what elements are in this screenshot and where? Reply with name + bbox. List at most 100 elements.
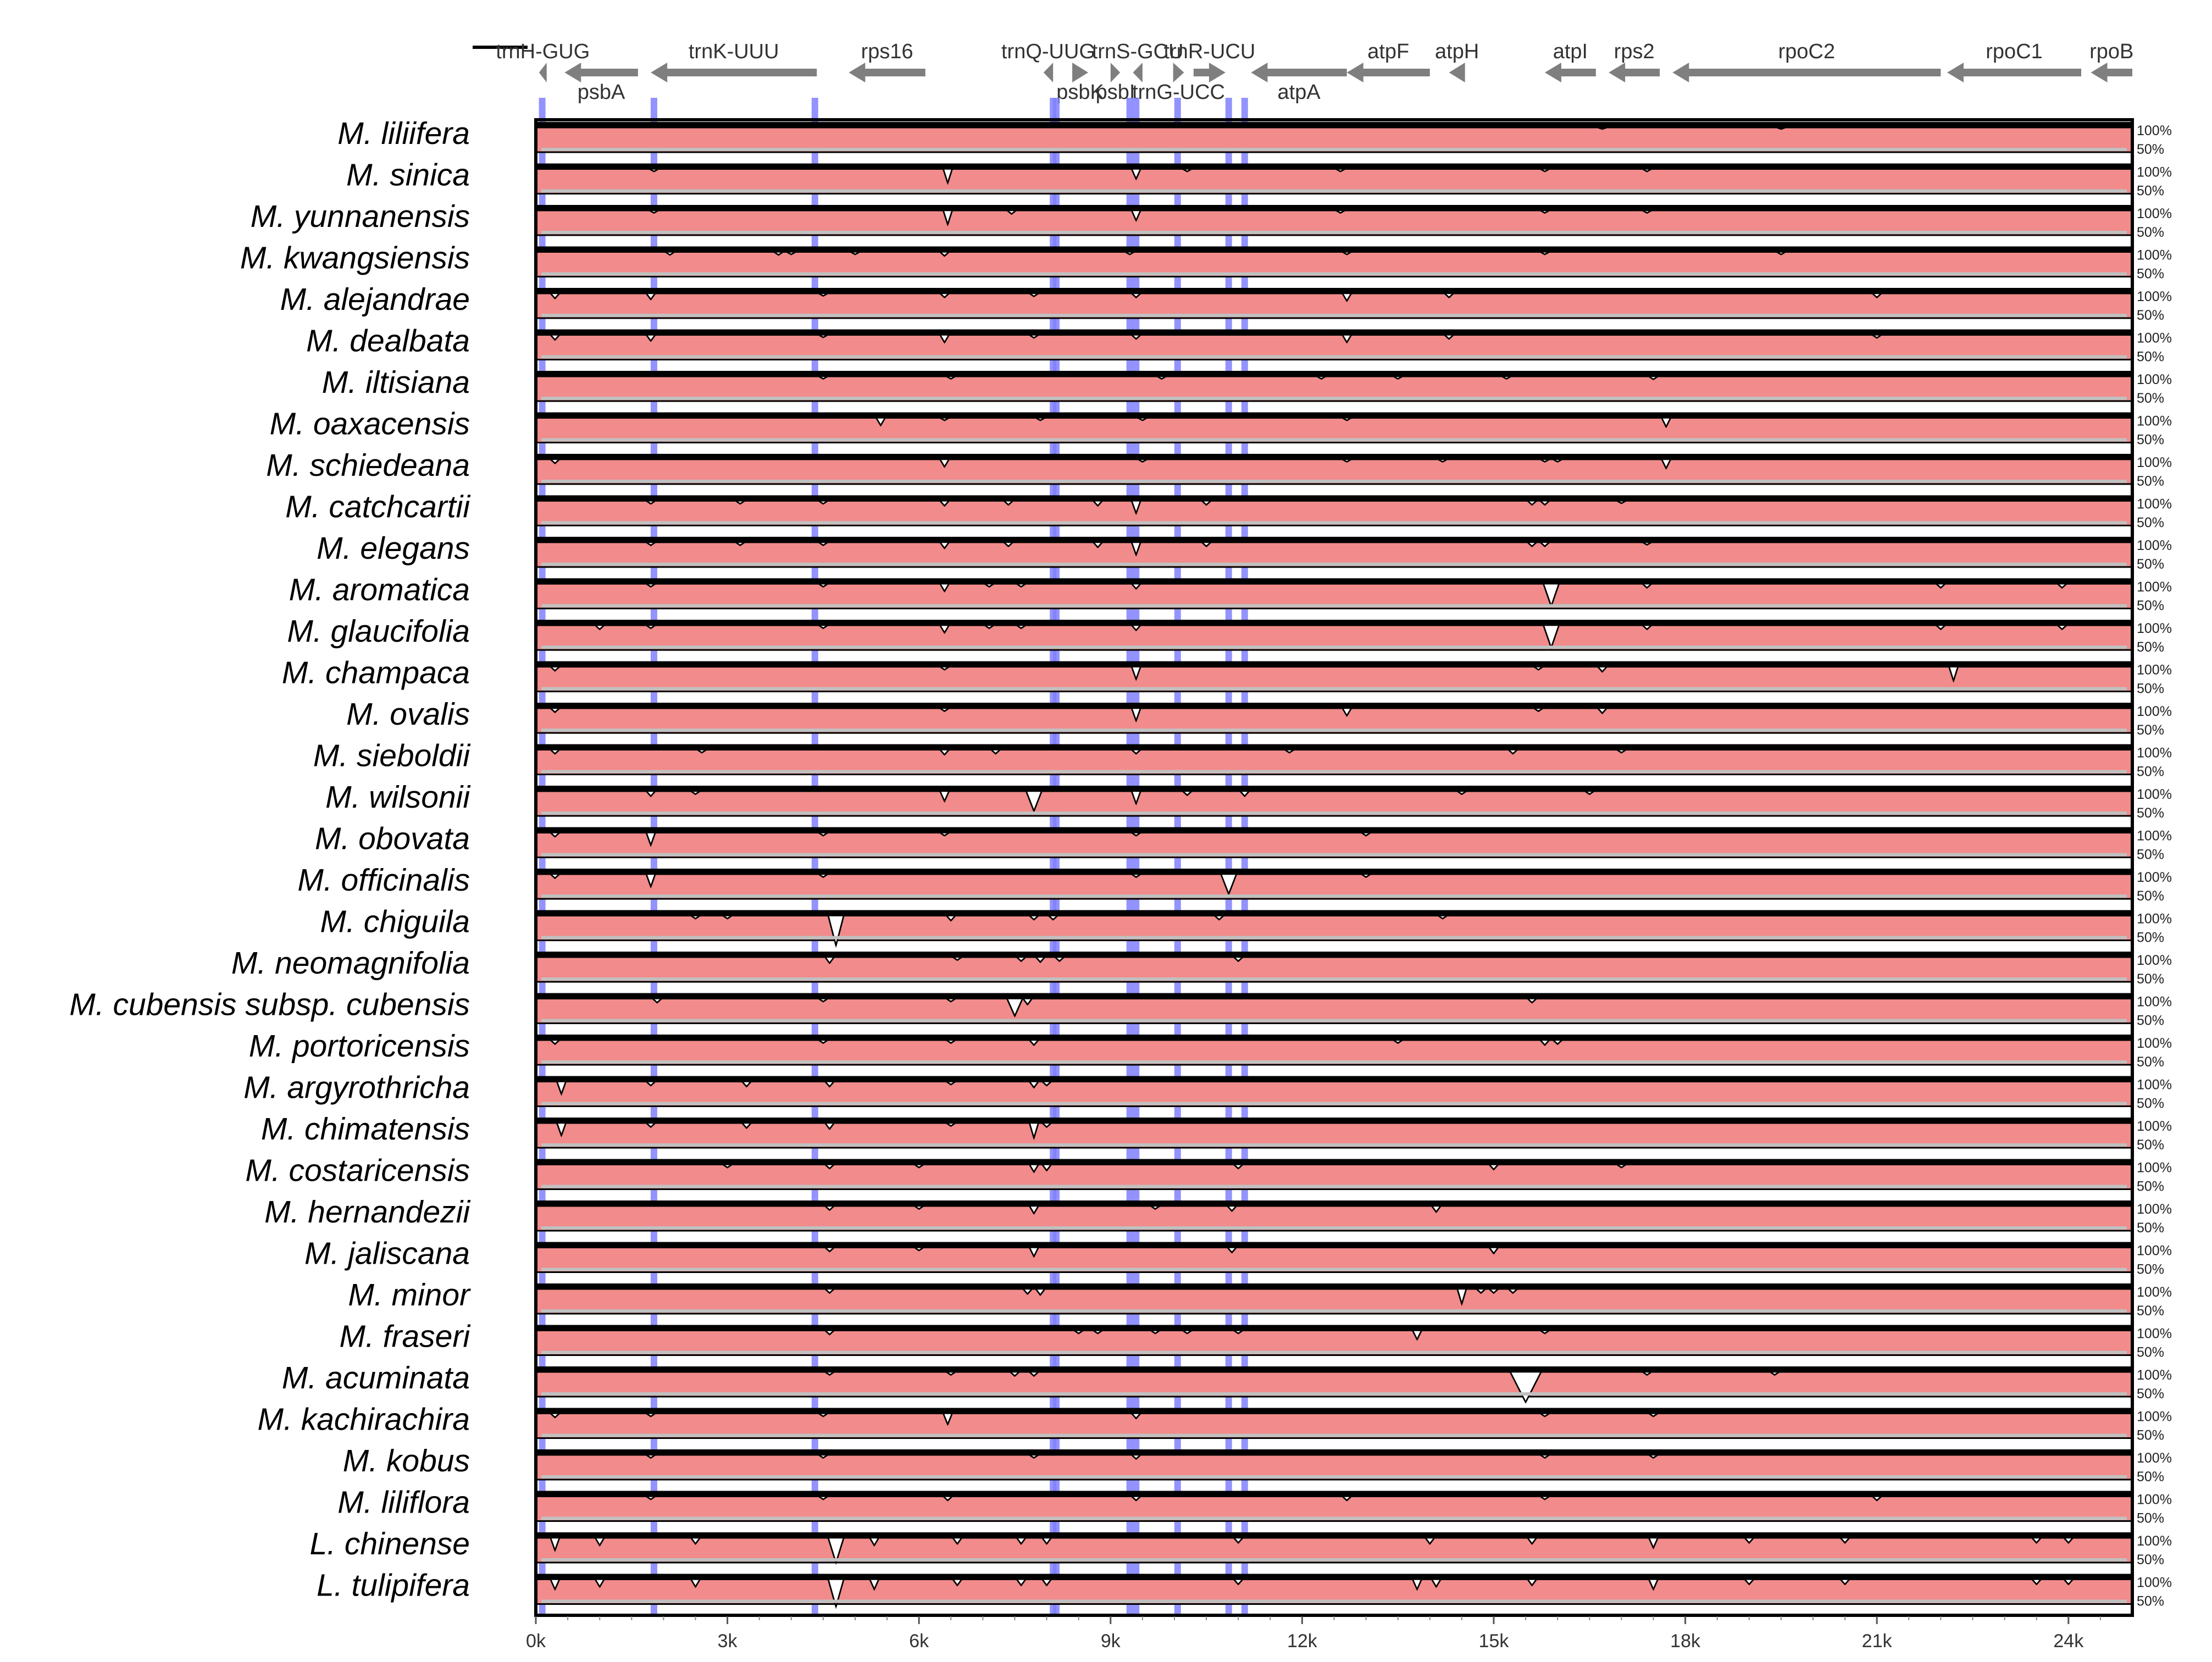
- row-m-oaxacensis-top-bar: [536, 412, 2132, 418]
- row-m-ovalis: M. ovalis 100% 50%: [346, 697, 2172, 738]
- row-l-chinense-dip-2: [690, 1537, 701, 1545]
- row-m-yunnanensis-dip-2: [1005, 209, 1018, 215]
- row-m-catchcartii-dip-2: [816, 500, 830, 505]
- gene-atpf-arrow: [1346, 63, 1430, 82]
- row-m-acuminata-conservation-curve: [535, 1371, 2133, 1403]
- row-m-schiedeana-baseline: [541, 480, 2127, 483]
- row-l-chinense-dip-15: [2063, 1537, 2075, 1544]
- row-m-aromatica-dip-1: [816, 583, 830, 588]
- row-m-elegans-dip-5: [1091, 541, 1104, 548]
- row-m-fraseri-dip-1: [1072, 1330, 1085, 1335]
- row-m-sieboldii-dip-5: [1283, 749, 1296, 754]
- row-m-kobus-dip-0: [644, 1454, 658, 1459]
- row-m-wilsonii-dip-0: [645, 790, 657, 797]
- row-m-yunnanensis-dip-4: [1333, 209, 1348, 214]
- row-m-cubensis-subsp-cubensis-dip-1: [816, 998, 830, 1003]
- row-l-chinense-dip-9: [1424, 1537, 1436, 1545]
- row-m-schiedeana-label: M. schiedeana: [266, 448, 470, 483]
- row-m-sieboldii-ytick-100: 100%: [2137, 746, 2172, 761]
- row-m-kachirachira-dip-0: [548, 1413, 562, 1419]
- row-m-oaxacensis-dip-1: [937, 417, 952, 421]
- row-m-glaucifolia-dip-3: [939, 624, 950, 634]
- row-m-costaricensis-dip-3: [1028, 1164, 1040, 1174]
- row-l-tulipifera-ytick-50: 50%: [2137, 1594, 2164, 1609]
- gene-atpi: atpI: [1544, 40, 1596, 82]
- gene-trnh-gug: trnH-GUG: [496, 40, 590, 82]
- row-m-jaliscana-dip-0: [823, 1247, 836, 1253]
- row-m-portoricensis-dip-3: [1028, 1039, 1040, 1046]
- gene-rpob: rpoB: [2089, 40, 2133, 82]
- row-m-acuminata-ytick-100: 100%: [2137, 1368, 2172, 1383]
- row-m-jaliscana-ytick-50: 50%: [2137, 1262, 2164, 1277]
- row-m-kobus-label: M. kobus: [343, 1443, 470, 1478]
- row-m-elegans-dip-7: [1200, 541, 1213, 547]
- row-m-sinica-ytick-100: 100%: [2137, 165, 2172, 180]
- row-m-catchcartii-dip-10: [1614, 500, 1629, 504]
- row-m-kwangsiensis-ytick-50: 50%: [2137, 266, 2164, 282]
- gene-atpf: atpF: [1346, 40, 1430, 82]
- gene-atpi-arrow: [1544, 63, 1596, 82]
- row-m-kachirachira-baseline: [541, 1433, 2127, 1437]
- row-m-minor-top-bar: [536, 1283, 2132, 1289]
- row-m-catchcartii-dip-7: [1200, 500, 1213, 506]
- row-l-tulipifera: L. tulipifera 100% 50%: [317, 1568, 2172, 1609]
- row-m-kachirachira-ytick-100: 100%: [2137, 1409, 2172, 1425]
- row-m-hernandezii-dip-0: [823, 1205, 836, 1211]
- gene-atph-arrow: [1449, 63, 1465, 82]
- row-m-glaucifolia-dip-10: [2055, 624, 2069, 630]
- gene-trnh-gug-arrow: [539, 63, 547, 82]
- row-m-costaricensis-dip-0: [720, 1164, 734, 1169]
- row-m-glaucifolia-dip-0: [593, 624, 606, 630]
- row-l-tulipifera-dip-14: [1839, 1578, 1851, 1586]
- row-m-elegans-baseline: [541, 563, 2127, 566]
- row-m-sinica-top-bar: [536, 163, 2132, 169]
- row-m-yunnanensis-ytick-100: 100%: [2137, 206, 2172, 221]
- row-l-tulipifera-ytick-100: 100%: [2137, 1575, 2172, 1591]
- row-m-cubensis-subsp-cubensis-baseline: [541, 1019, 2127, 1022]
- row-m-kobus: M. kobus 100% 50%: [343, 1443, 2172, 1485]
- row-m-neomagnifolia-dip-5: [1232, 956, 1245, 962]
- gene-annotation-track: trnH-GUG psbA trnK-UUU rps16 trnQ-UUG psbKpsb…: [473, 40, 2133, 104]
- row-m-glaucifolia-dip-6: [1130, 624, 1143, 631]
- row-m-kobus-top-bar: [536, 1449, 2132, 1455]
- row-m-schiedeana-top-bar: [536, 454, 2132, 459]
- row-m-elegans-dip-6: [1130, 541, 1142, 557]
- row-m-argyrothricha-top-bar: [536, 1076, 2132, 1082]
- gene-rps2-label: rps2: [1614, 40, 1655, 63]
- row-l-chinense-dip-1: [594, 1537, 606, 1547]
- row-l-tulipifera-dip-8: [1232, 1578, 1244, 1586]
- row-m-jaliscana-dip-1: [912, 1247, 926, 1252]
- row-m-portoricensis-dip-2: [944, 1039, 958, 1044]
- gene-rps16-label: rps16: [861, 40, 913, 63]
- gene-atpa-arrow: [1251, 63, 1347, 82]
- row-m-elegans-dip-9: [1538, 541, 1551, 547]
- row-m-cubensis-subsp-cubensis-ytick-50: 50%: [2137, 1013, 2164, 1029]
- row-m-acuminata-dip-2: [1008, 1371, 1021, 1377]
- row-m-oaxacensis-ytick-100: 100%: [2137, 414, 2172, 429]
- row-m-yunnanensis-dip-3: [1130, 209, 1142, 223]
- row-l-tulipifera-dip-9: [1411, 1578, 1423, 1591]
- row-m-liliifera-ytick-100: 100%: [2137, 123, 2172, 138]
- row-m-officinalis-dip-4: [1219, 873, 1238, 896]
- row-m-portoricensis-dip-6: [1551, 1039, 1564, 1045]
- row-m-acuminata-ytick-50: 50%: [2137, 1386, 2164, 1402]
- row-m-liliifera-baseline: [541, 148, 2127, 151]
- row-m-chimatensis-top-bar: [536, 1118, 2132, 1123]
- row-m-minor-baseline: [541, 1309, 2127, 1313]
- row-m-chiguila-dip-6: [1213, 915, 1226, 921]
- row-l-tulipifera-dip-5: [951, 1578, 963, 1587]
- row-m-aromatica-dip-4: [1014, 583, 1028, 588]
- row-m-chimatensis-dip-6: [1040, 1122, 1053, 1128]
- row-m-kachirachira-dip-5: [1538, 1413, 1552, 1418]
- row-l-tulipifera-dip-1: [594, 1578, 606, 1588]
- row-m-dealbata-top-bar: [536, 329, 2132, 335]
- row-l-tulipifera-dip-2: [690, 1578, 701, 1588]
- gene-trnq-uug-label: trnQ-UUG: [1001, 40, 1095, 63]
- gene-trnk-uuu-label: trnK-UUU: [689, 40, 779, 63]
- row-m-officinalis-ytick-50: 50%: [2137, 888, 2164, 904]
- gene-rps16: rps16: [849, 40, 925, 82]
- row-m-catchcartii-ytick-100: 100%: [2137, 497, 2172, 512]
- row-m-iltisiana-label: M. iltisiana: [322, 365, 470, 400]
- row-m-aromatica-baseline: [541, 604, 2127, 608]
- row-l-tulipifera-dip-7: [1041, 1578, 1053, 1587]
